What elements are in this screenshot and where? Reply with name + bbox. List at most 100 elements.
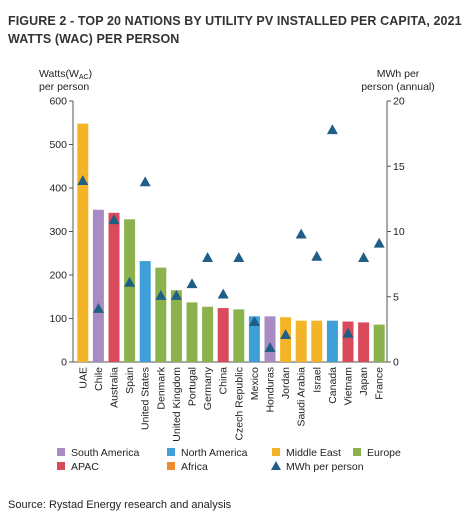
mwh-marker [186,278,198,289]
mwh-marker [311,250,323,261]
left-axis-label-line1: Watts(WAC) [39,68,92,81]
mwh-marker [108,214,120,225]
bar [311,320,323,362]
mwh-marker [155,289,167,300]
bar [295,320,307,362]
figure-title-line1: FIGURE 2 - TOP 20 NATIONS BY UTILITY PV … [8,14,462,28]
left-axis-tick-label: 200 [49,270,67,282]
mwh-marker [217,288,229,299]
bar [170,290,182,362]
legend-swatch [272,448,280,456]
legend-label: APAC [71,461,99,473]
mwh-marker [295,228,307,239]
bar [186,302,198,362]
bars [77,123,385,363]
left-axis-tick-label: 400 [49,183,67,195]
bar [280,317,292,362]
mwh-marker [264,342,276,353]
legend-swatch [57,448,65,456]
x-tick-label: Germany [202,366,214,410]
mwh-marker [202,252,214,262]
x-tick-label: Japan [358,367,370,396]
mwh-marker [170,289,182,300]
mwh-marker [373,237,385,248]
mwh-marker [326,124,338,135]
figure-title-line2: WATTS (WAC) PER PERSON [8,32,180,46]
x-tick-label: Portugal [187,367,199,406]
left-axis-tick-label: 600 [49,96,67,108]
mwh-marker [124,276,136,287]
bar [77,123,89,363]
bar [217,308,229,362]
x-tick-label: China [218,367,230,395]
legend-label: Africa [181,461,208,473]
bar [92,209,104,362]
x-tick-label: France [374,367,386,400]
x-tick-label: Spain [124,367,136,394]
bar [108,212,120,362]
x-tick-label: Canada [327,367,339,404]
right-axis-label-line1: MWh per [377,68,420,80]
left-axis-tick-label: 100 [49,313,67,325]
mwh-marker [280,329,292,339]
x-tick-label: Mexico [249,367,261,400]
bar [139,261,151,362]
bar [264,316,276,362]
bar [233,309,245,362]
right-axis-tick-label: 15 [393,161,405,173]
left-axis-tick-label: 500 [49,139,67,151]
left-axis-label-line2: per person [39,81,89,93]
x-tick-label: Israel [311,367,323,393]
left-axis-label-close: ) [89,68,93,80]
x-tick-label: Jordan [280,367,292,399]
x-tick-label: Saudi Arabia [296,367,308,427]
legend-swatch [353,448,361,456]
mwh-markers [77,124,385,353]
x-tick-label: Denmark [155,366,167,409]
category-labels: UAE Chile Australia Spain United States Denma… [77,366,385,441]
right-axis-tick-label: 0 [393,357,399,369]
bar [342,321,354,362]
bar [248,316,260,362]
bar [358,322,370,362]
mwh-marker [139,176,151,187]
legend-label: Middle East [286,447,341,459]
legend-marker [271,461,281,470]
legend-swatch [167,462,175,470]
mwh-marker [77,175,89,186]
x-tick-label: Honduras [265,367,277,413]
x-tick-label: Czech Republic [233,367,245,441]
legend-swatch [167,448,175,456]
mwh-marker [358,252,370,262]
left-axis-tick-label: 300 [49,226,67,238]
x-tick-label: UAE [77,367,89,389]
left-axis-label-text: Watts(W [39,68,79,80]
mwh-marker [342,327,354,338]
x-tick-label: United Kingdom [171,367,183,442]
legend-label: Europe [367,447,401,459]
legend-label: South America [71,447,139,459]
figure-title: FIGURE 2 - TOP 20 NATIONS BY UTILITY PV … [8,12,462,48]
source-note: Source: Rystad Energy research and analy… [8,499,232,511]
left-axis-label-subscript: AC [79,74,89,81]
legend-swatch [57,462,65,470]
bar [124,219,136,362]
legend-label: North America [181,447,248,459]
mwh-marker [248,316,260,326]
legend-label: MWh per person [286,461,364,473]
bar [202,306,214,362]
legend: South America North America Middle East Eur… [57,447,401,473]
bar [155,267,167,362]
x-tick-label: United States [140,367,152,430]
right-axis-tick-label: 20 [393,96,405,108]
mwh-marker [92,302,104,313]
right-axis-tick-label: 10 [393,226,405,238]
left-axis-tick-label: 0 [61,357,67,369]
x-tick-label: Australia [109,367,121,408]
bar [326,320,338,362]
x-tick-label: Chile [93,367,105,391]
mwh-marker [233,252,245,262]
x-tick-label: Vietnam [343,367,355,406]
bar [373,324,385,362]
